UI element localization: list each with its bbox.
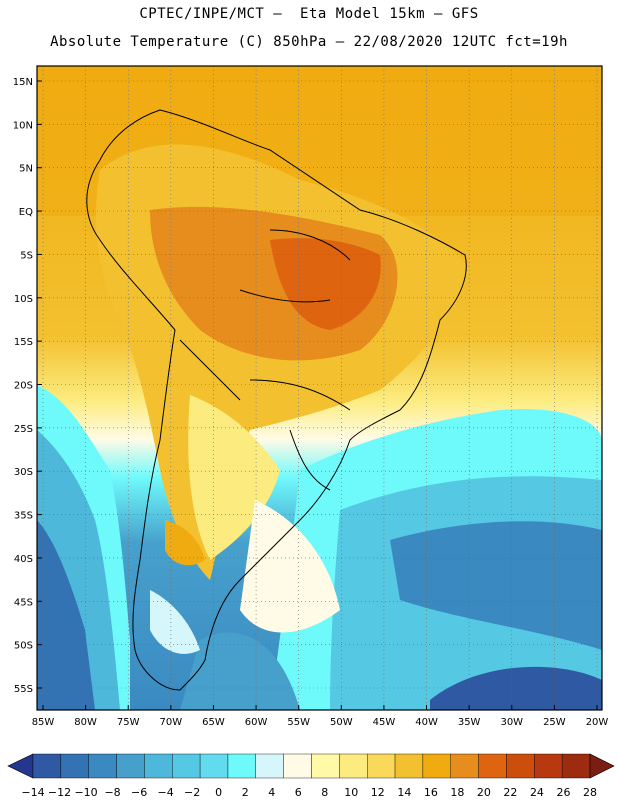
colorbar-swatch <box>450 753 479 779</box>
lon-tick-label: 65W <box>202 717 225 728</box>
lat-tick-label: EQ <box>19 207 33 218</box>
colorbar: −14 −12 −10 −8 −6 −4 −2 0 2 4 6 8 10 12 14 16 18 20 22 24 26… <box>7 753 615 799</box>
colorbar-swatch <box>534 753 563 779</box>
colorbar-label: 0 <box>215 786 222 799</box>
colorbar-swatch <box>88 753 117 779</box>
colorbar-label: 28 <box>583 786 597 799</box>
colorbar-label: 24 <box>530 786 544 799</box>
colorbar-swatch <box>394 753 424 779</box>
lon-tick-label: 70W <box>160 717 183 728</box>
lon-tick-label: 75W <box>117 717 140 728</box>
lat-tick-label: 15N <box>13 77 33 88</box>
lat-tick-label: 40S <box>14 554 33 565</box>
colorbar-swatch <box>367 753 396 779</box>
coastline <box>86 109 467 691</box>
lon-tick-label: 35W <box>458 717 481 728</box>
colorbar-swatch <box>60 753 89 779</box>
lon-tick-label: 50W <box>330 717 353 728</box>
colorbar-label: 20 <box>477 786 491 799</box>
lon-tick-label: 25W <box>543 717 566 728</box>
colorbar-label: −12 <box>48 786 71 799</box>
colorbar-swatch <box>422 753 451 779</box>
map-frame <box>36 65 603 711</box>
lat-tick-label: 15S <box>14 337 33 348</box>
lon-tick-label: 30W <box>500 717 523 728</box>
lat-tick-label: 5S <box>20 250 33 261</box>
lon-tick-label: 40W <box>415 717 438 728</box>
lon-tick-label: 20W <box>586 717 609 728</box>
colorbar-label: 4 <box>268 786 275 799</box>
lat-tick-label: 5N <box>19 164 33 175</box>
colorbar-label: −10 <box>74 786 97 799</box>
colorbar-label: 10 <box>344 786 358 799</box>
colorbar-swatch <box>144 753 173 779</box>
colorbar-label: 6 <box>295 786 302 799</box>
lat-tick-label: 30S <box>14 467 33 478</box>
colorbar-min-triangle <box>7 753 34 779</box>
lon-tick-label: 80W <box>74 717 97 728</box>
colorbar-label: −8 <box>104 786 120 799</box>
colorbar-label: 2 <box>242 786 249 799</box>
lat-tick-label: 35S <box>14 511 33 522</box>
lon-tick-label: 60W <box>245 717 268 728</box>
colorbar-swatch <box>311 753 340 779</box>
colorbar-swatch <box>227 753 256 779</box>
longitude-labels: 85W 80W 75W 70W 65W 60W 55W 50W 45W 40W 35W 30W 25W 2… <box>32 705 609 728</box>
colorbar-label: −6 <box>131 786 147 799</box>
chart-title: CPTEC/INPE/MCT – Eta Model 15km – GFS <box>139 6 479 22</box>
lat-tick-label: 45S <box>14 597 33 608</box>
chart-subtitle: Absolute Temperature (C) 850hPa – 22/08/… <box>50 34 568 50</box>
lon-tick-label: 85W <box>32 717 55 728</box>
colorbar-swatch <box>506 753 535 779</box>
lat-tick-label: 55S <box>14 684 33 695</box>
lat-tick-label: 20S <box>14 381 33 392</box>
colorbar-label: 8 <box>321 786 328 799</box>
graticule <box>37 66 602 710</box>
colorbar-swatch <box>561 753 591 779</box>
colorbar-label: −4 <box>158 786 174 799</box>
colorbar-label: −14 <box>21 786 44 799</box>
latitude-labels: 15N 10N 5N EQ 5S 10S 15S 20S 25S 30S 35S 40S 45S 50S 5… <box>13 77 42 695</box>
colorbar-swatch <box>255 753 284 779</box>
lon-tick-label: 55W <box>287 717 310 728</box>
colorbar-label: −2 <box>184 786 200 799</box>
colorbar-swatch <box>283 753 312 779</box>
lat-tick-label: 50S <box>14 641 33 652</box>
temperature-field <box>37 66 602 710</box>
lat-tick-label: 10N <box>13 120 33 131</box>
colorbar-swatch <box>339 753 368 779</box>
colorbar-label: 22 <box>503 786 517 799</box>
lat-tick-label: 10S <box>14 294 33 305</box>
colorbar-max-triangle <box>589 753 615 779</box>
colorbar-label: 26 <box>556 786 570 799</box>
lon-tick-label: 45W <box>373 717 396 728</box>
colorbar-label: 18 <box>450 786 464 799</box>
colorbar-swatch <box>32 753 62 779</box>
colorbar-swatch <box>172 753 201 779</box>
colorbar-label: 12 <box>371 786 385 799</box>
lat-tick-label: 25S <box>14 424 33 435</box>
colorbar-swatch <box>116 753 145 779</box>
colorbar-label: 16 <box>424 786 438 799</box>
colorbar-swatch <box>478 753 507 779</box>
colorbar-label: 14 <box>397 786 411 799</box>
colorbar-swatch <box>199 753 229 779</box>
